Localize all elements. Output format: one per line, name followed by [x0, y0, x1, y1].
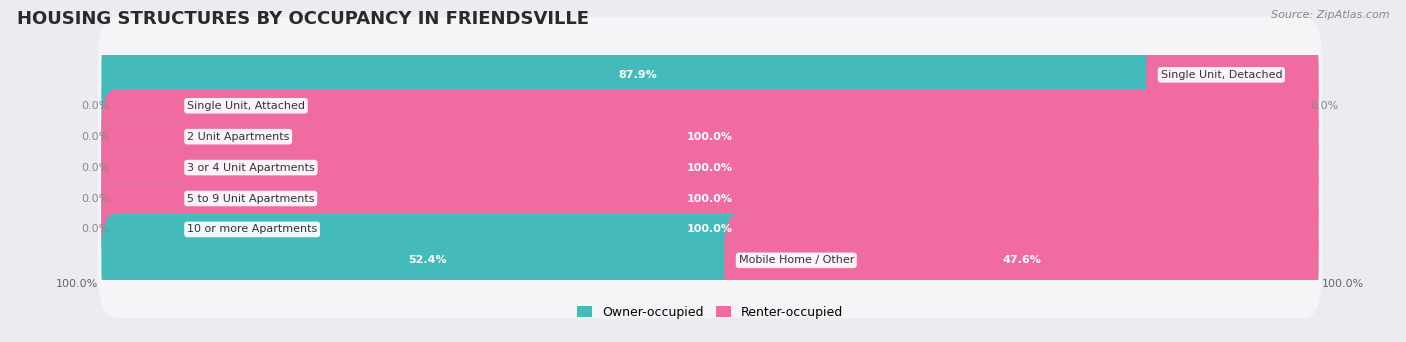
FancyBboxPatch shape	[101, 121, 1319, 214]
Text: Single Unit, Attached: Single Unit, Attached	[187, 101, 305, 111]
Text: Mobile Home / Other: Mobile Home / Other	[738, 255, 853, 265]
FancyBboxPatch shape	[101, 152, 1319, 245]
FancyBboxPatch shape	[101, 59, 201, 153]
FancyBboxPatch shape	[101, 183, 1319, 276]
Text: 0.0%: 0.0%	[82, 101, 110, 111]
Text: 47.6%: 47.6%	[1002, 255, 1040, 265]
FancyBboxPatch shape	[101, 90, 201, 183]
FancyBboxPatch shape	[101, 214, 752, 307]
Text: 100.0%: 100.0%	[688, 132, 733, 142]
Text: 0.0%: 0.0%	[82, 132, 110, 142]
FancyBboxPatch shape	[101, 121, 201, 214]
Text: 87.9%: 87.9%	[619, 70, 658, 80]
FancyBboxPatch shape	[101, 90, 1319, 183]
Text: 100.0%: 100.0%	[688, 162, 733, 173]
Text: 52.4%: 52.4%	[408, 255, 447, 265]
Text: 2 Unit Apartments: 2 Unit Apartments	[187, 132, 290, 142]
Text: 3 or 4 Unit Apartments: 3 or 4 Unit Apartments	[187, 162, 315, 173]
Text: 0.0%: 0.0%	[1310, 101, 1339, 111]
FancyBboxPatch shape	[1146, 28, 1319, 121]
FancyBboxPatch shape	[724, 214, 1319, 307]
Text: 0.0%: 0.0%	[82, 224, 110, 234]
Text: 100.0%: 100.0%	[56, 279, 98, 289]
Text: 5 to 9 Unit Apartments: 5 to 9 Unit Apartments	[187, 194, 315, 203]
Text: 0.0%: 0.0%	[82, 162, 110, 173]
Text: 100.0%: 100.0%	[688, 224, 733, 234]
FancyBboxPatch shape	[98, 110, 1322, 225]
FancyBboxPatch shape	[101, 152, 201, 245]
Text: Source: ZipAtlas.com: Source: ZipAtlas.com	[1271, 10, 1389, 20]
Text: Single Unit, Detached: Single Unit, Detached	[1160, 70, 1282, 80]
FancyBboxPatch shape	[101, 183, 201, 276]
Legend: Owner-occupied, Renter-occupied: Owner-occupied, Renter-occupied	[572, 301, 848, 324]
FancyBboxPatch shape	[98, 79, 1322, 195]
FancyBboxPatch shape	[98, 202, 1322, 318]
Text: 100.0%: 100.0%	[688, 194, 733, 203]
FancyBboxPatch shape	[98, 17, 1322, 133]
Text: HOUSING STRUCTURES BY OCCUPANCY IN FRIENDSVILLE: HOUSING STRUCTURES BY OCCUPANCY IN FRIEN…	[17, 10, 589, 28]
FancyBboxPatch shape	[98, 172, 1322, 287]
Text: 0.0%: 0.0%	[82, 194, 110, 203]
Text: 100.0%: 100.0%	[1322, 279, 1364, 289]
FancyBboxPatch shape	[101, 28, 1175, 121]
FancyBboxPatch shape	[98, 48, 1322, 163]
FancyBboxPatch shape	[1219, 59, 1319, 153]
FancyBboxPatch shape	[98, 141, 1322, 256]
Text: 12.1%: 12.1%	[1213, 70, 1251, 80]
Text: 10 or more Apartments: 10 or more Apartments	[187, 224, 318, 234]
